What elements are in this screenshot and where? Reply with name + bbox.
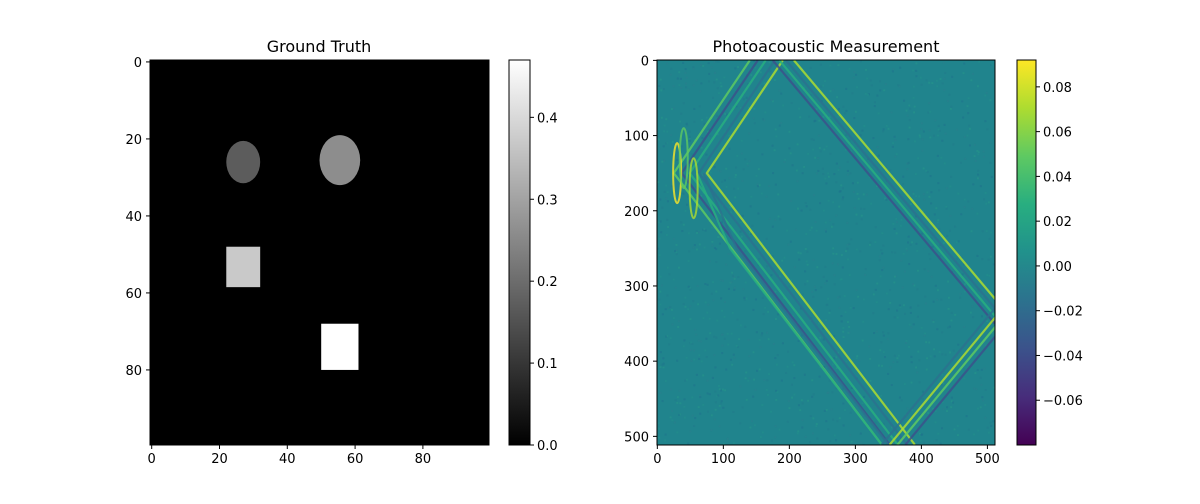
photoacoustic-panel: Photoacoustic Measurement 0 100 200 300 400 5… (624, 37, 1000, 467)
photoacoustic-wavefronts (672, 60, 995, 445)
photoacoustic-ytick-label: 300 (624, 280, 649, 295)
ground-truth-ytick-label: 0 (134, 56, 142, 71)
ground-truth-xtick-label: 20 (211, 452, 228, 467)
photoacoustic-colorbar-tick-label: 0.06 (1043, 126, 1072, 141)
ground-truth-disc-1 (319, 135, 361, 186)
wavefront-line (702, 172, 890, 445)
photoacoustic-colorbar-tick-label: −0.02 (1043, 305, 1083, 320)
wavefront-cusp (678, 127, 689, 190)
photoacoustic-ytick-label: 200 (624, 205, 649, 220)
ground-truth-xtick-label: 80 (415, 452, 432, 467)
photoacoustic-colorbar-tick-label: 0.08 (1043, 81, 1072, 96)
photoacoustic-xtick-label: 500 (975, 452, 1000, 467)
photoacoustic-colorbar-tick-label: 0.02 (1043, 215, 1072, 230)
ground-truth-xtick-label: 40 (279, 452, 296, 467)
wavefront-line (793, 60, 995, 301)
photoacoustic-ytick-label: 0 (641, 54, 649, 69)
ground-truth-colorbar-tick-label: 0.0 (537, 439, 558, 454)
ground-truth-colorbar-gradient (508, 59, 531, 446)
ground-truth-colorbar-tick-label: 0.4 (537, 111, 558, 126)
ground-truth-colorbar-tick-label: 0.2 (537, 275, 558, 290)
ground-truth-xtick-label: 60 (347, 452, 364, 467)
wavefront-cusp (688, 157, 699, 220)
ground-truth-colorbar-tick-label: 0.3 (537, 193, 558, 208)
photoacoustic-ytick-label: 500 (624, 430, 649, 445)
ground-truth-ytick-label: 40 (125, 210, 142, 225)
ground-truth-colorbar: 0.0 0.1 0.2 0.3 0.4 (508, 59, 558, 454)
wavefront-line (697, 60, 908, 445)
photoacoustic-colorbar: −0.06 −0.04 −0.02 0.00 0.02 0.04 0.06 0.08 (1016, 59, 1083, 446)
photoacoustic-colorbar-tick-label: 0.04 (1043, 170, 1072, 185)
photoacoustic-xtick-label: 100 (711, 452, 736, 467)
ground-truth-colorbar-tick-label: 0.1 (537, 357, 558, 372)
ground-truth-disc-0 (226, 140, 261, 184)
photoacoustic-colorbar-tick-label: −0.04 (1043, 349, 1083, 364)
ground-truth-xtick-label: 0 (148, 452, 156, 467)
wavefront-line (880, 307, 995, 445)
ground-truth-rect-2 (226, 246, 261, 288)
wavefront-line (888, 315, 995, 445)
wavefront-line (705, 60, 916, 445)
wavefront-line (896, 325, 995, 445)
ground-truth-panel: Ground Truth 0 20 40 60 80 0 20 40 60 80 (125, 37, 490, 467)
ground-truth-title: Ground Truth (267, 37, 372, 56)
photoacoustic-colorbar-tick-label: −0.06 (1043, 394, 1083, 409)
ground-truth-ytick-label: 20 (125, 133, 142, 148)
ground-truth-ytick-label: 80 (125, 364, 142, 379)
photoacoustic-xtick-label: 200 (777, 452, 802, 467)
ground-truth-ytick-label: 60 (125, 287, 142, 302)
photoacoustic-colorbar-gradient (1016, 59, 1037, 446)
photoacoustic-xtick-label: 400 (909, 452, 934, 467)
photoacoustic-xtick-label: 0 (653, 452, 661, 467)
wavefront-line (785, 60, 995, 310)
ground-truth-rect-3 (321, 323, 359, 370)
wavefront-line (778, 60, 995, 318)
photoacoustic-ytick-label: 100 (624, 130, 649, 145)
photoacoustic-ytick-label: 400 (624, 355, 649, 370)
wavefront-line (772, 60, 995, 325)
photoacoustic-colorbar-tick-label: 0.00 (1043, 260, 1072, 275)
ground-truth-image-background (150, 60, 489, 445)
wavefront-line (695, 172, 883, 445)
photoacoustic-title: Photoacoustic Measurement (713, 37, 940, 56)
photoacoustic-axes-frame (656, 59, 996, 446)
wavefront-line (904, 335, 995, 445)
ground-truth-axes-frame (149, 59, 490, 446)
photoacoustic-xtick-label: 300 (843, 452, 868, 467)
